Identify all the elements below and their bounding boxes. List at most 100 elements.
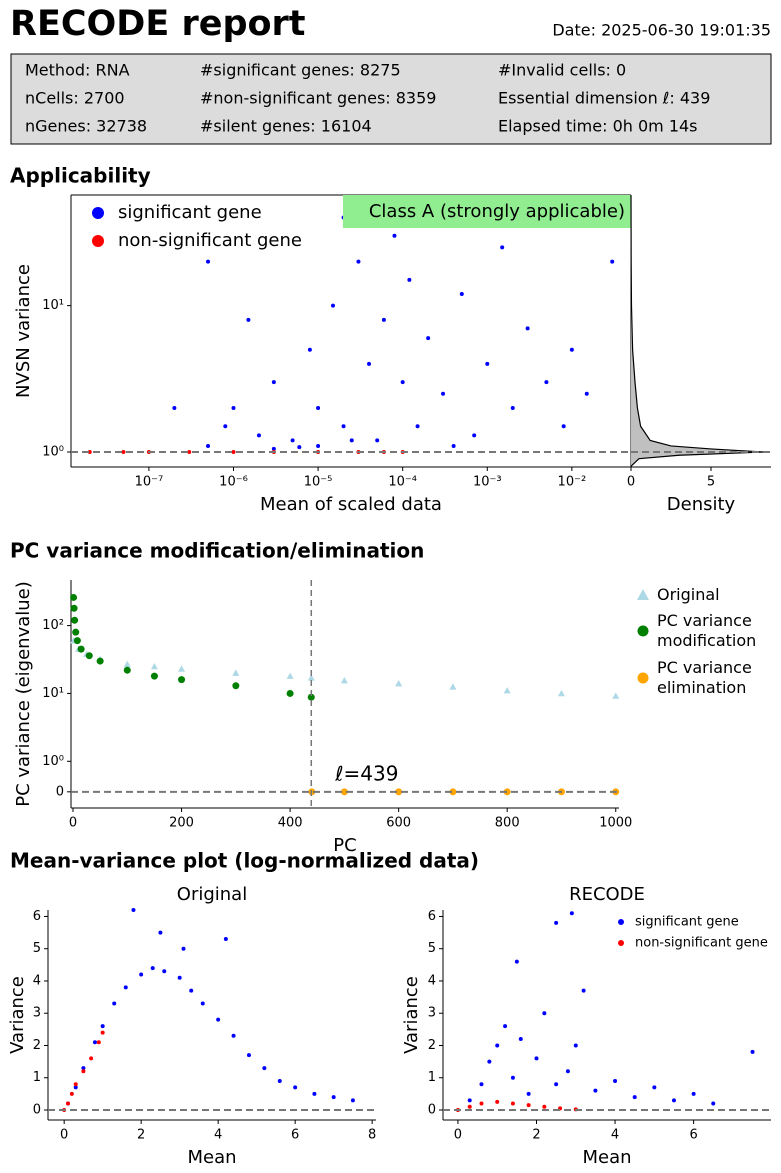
y-tick-label: 0	[428, 1103, 436, 1118]
info-text: nGenes: 32738	[25, 117, 147, 136]
data-point	[367, 361, 372, 366]
data-point	[487, 1059, 492, 1064]
data-point	[271, 446, 276, 451]
data-point	[316, 443, 321, 448]
data-point	[340, 788, 348, 796]
data-point	[200, 1001, 205, 1006]
y-axis-label: NVSN variance	[13, 264, 34, 398]
data-point	[613, 1078, 618, 1083]
x-axis-label: Mean	[582, 1147, 631, 1168]
y-tick-label: 10²	[42, 618, 64, 633]
legend-marker	[618, 919, 624, 925]
data-point	[503, 788, 511, 796]
data-point	[407, 277, 412, 282]
data-point	[395, 788, 403, 796]
data-point	[561, 424, 566, 429]
data-point	[542, 1104, 547, 1109]
x-tick-label: 8	[368, 1128, 376, 1143]
data-point	[177, 975, 182, 980]
data-point	[652, 1085, 657, 1090]
data-point	[231, 1033, 236, 1038]
data-point	[286, 672, 294, 679]
data-point	[123, 666, 131, 674]
data-point	[307, 674, 315, 681]
data-point	[262, 1066, 267, 1071]
x-tick-label: 400	[278, 816, 303, 831]
data-point	[565, 1069, 570, 1074]
data-point	[503, 1024, 508, 1029]
legend-label: Original	[657, 585, 720, 604]
info-text: #silent genes: 16104	[200, 117, 372, 136]
data-point	[71, 616, 79, 624]
y-tick-label: 5	[33, 941, 41, 956]
data-point	[216, 1017, 221, 1022]
info-box	[10, 53, 772, 145]
data-point	[510, 1075, 515, 1080]
data-point	[72, 628, 80, 636]
data-point	[479, 1101, 484, 1106]
x-axis-label: Density	[667, 494, 736, 515]
data-point	[510, 405, 515, 410]
data-point	[426, 336, 431, 341]
info-text: Method: RNA	[25, 61, 130, 80]
y-tick-label: 2	[33, 1038, 41, 1053]
annotation: Class A (strongly applicable)	[369, 201, 625, 222]
data-point	[178, 676, 186, 684]
data-point	[612, 692, 620, 699]
data-point	[81, 1069, 86, 1074]
data-point	[271, 380, 276, 385]
x-axis-label: Mean	[187, 1147, 236, 1168]
info-text: Essential dimension ℓ: 439	[498, 89, 710, 108]
data-point	[81, 1066, 86, 1071]
y-tick-label: 0	[56, 784, 64, 799]
y-tick-label: 5	[428, 941, 436, 956]
data-point	[467, 1104, 472, 1109]
data-point	[312, 1091, 317, 1096]
data-point	[593, 1088, 598, 1093]
data-point	[89, 1056, 94, 1061]
data-point	[330, 303, 335, 308]
x-tick-label: 10⁻⁵	[304, 475, 333, 490]
chart-title: Original	[177, 884, 247, 905]
legend-marker	[637, 625, 649, 637]
data-point	[495, 1043, 500, 1048]
x-tick-label: 800	[495, 816, 520, 831]
x-tick-label: 1000	[599, 816, 632, 831]
legend-label: PC variance modification	[657, 611, 757, 650]
legend-marker	[637, 672, 649, 684]
data-point	[451, 443, 456, 448]
data-point	[100, 1024, 105, 1029]
legend-label: non-significant gene	[635, 936, 768, 951]
data-point	[375, 438, 380, 443]
x-tick-label: 4	[611, 1128, 619, 1143]
data-point	[123, 660, 131, 667]
x-tick-label: 600	[386, 816, 411, 831]
data-point	[534, 1056, 539, 1061]
data-point	[554, 920, 559, 925]
y-tick-label: 10¹	[42, 686, 64, 701]
density-area	[631, 195, 764, 467]
y-tick-label: 3	[33, 1006, 41, 1021]
x-tick-label: 2	[532, 1128, 540, 1143]
data-point	[316, 405, 321, 410]
y-tick-label: 10⁰	[42, 754, 64, 769]
x-tick-label: 10⁻⁶	[219, 475, 248, 490]
data-point	[187, 450, 192, 455]
y-tick-label: 2	[428, 1038, 436, 1053]
y-tick-label: 10⁰	[42, 445, 64, 460]
data-point	[479, 1082, 484, 1087]
info-text: Elapsed time: 0h 0m 14s	[498, 117, 698, 136]
data-point	[472, 433, 477, 438]
x-tick-label: 6	[689, 1128, 697, 1143]
data-point	[223, 424, 228, 429]
data-point	[100, 1030, 105, 1035]
section-title: Mean-variance plot (log-normalized data)	[10, 849, 479, 873]
x-axis-label: Mean of scaled data	[260, 494, 442, 515]
legend-label: PC variance elimination	[657, 658, 752, 697]
data-point	[112, 1001, 117, 1006]
data-point	[392, 233, 397, 238]
report-title: RECODE report	[10, 4, 306, 44]
x-tick-label: 6	[291, 1128, 299, 1143]
legend-label: significant gene	[635, 915, 739, 930]
data-point	[150, 662, 158, 670]
